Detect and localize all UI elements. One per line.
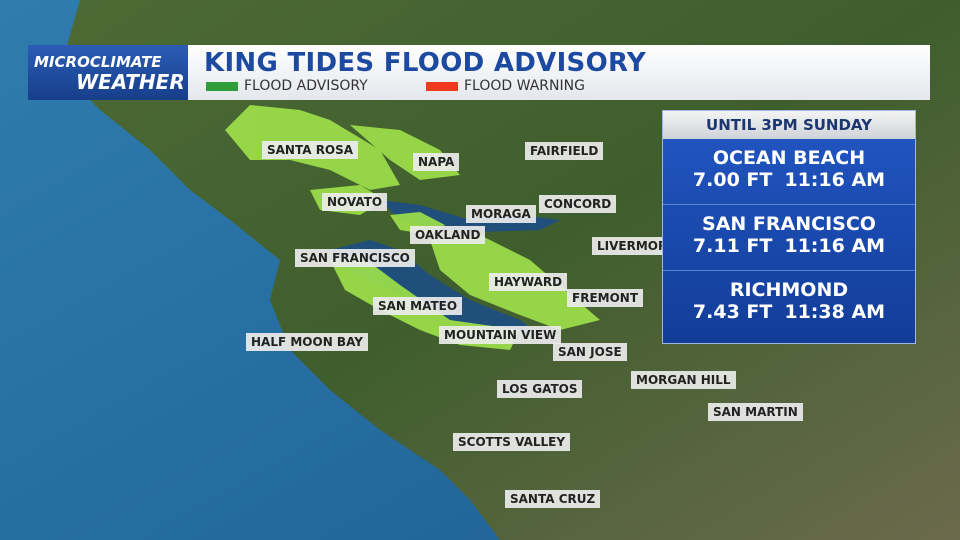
city-label: FREMONT: [567, 289, 644, 307]
badge-line: WEATHER: [76, 70, 185, 94]
city-label: SANTA CRUZ: [505, 490, 601, 508]
title: KING TIDES FLOOD ADVISORY: [204, 48, 646, 78]
panel-row: SAN FRANCISCO 7.11 FT 11:16 AM: [663, 205, 915, 271]
city-label: HAYWARD: [489, 273, 568, 291]
legend-label: FLOOD ADVISORY: [244, 78, 368, 94]
panel-title: UNTIL 3PM SUNDAY: [663, 111, 915, 139]
header-bar: KING TIDES FLOOD ADVISORY FLOOD ADVISORY…: [188, 45, 930, 100]
city-label: CONCORD: [539, 195, 617, 213]
city-label: HALF MOON BAY: [246, 333, 368, 351]
city-label: MOUNTAIN VIEW: [439, 326, 562, 344]
station-name: OCEAN BEACH: [712, 147, 866, 169]
tide-height: 7.00 FT: [692, 169, 773, 191]
tide-time: 11:38 AM: [784, 301, 886, 323]
legend-swatch: [206, 81, 238, 91]
city-label: LIVERMORE: [592, 237, 681, 255]
brand-badge: MICROCLIMATE WEATHER: [28, 45, 188, 100]
panel-row: OCEAN BEACH 7.00 FT 11:16 AM: [663, 139, 915, 205]
city-label: OAKLAND: [410, 226, 486, 244]
tide-value: 7.11 FT 11:16 AM: [663, 235, 915, 257]
city-label: SANTA ROSA: [262, 141, 359, 159]
city-label: SCOTTS VALLEY: [453, 433, 571, 451]
city-label: SAN JOSE: [553, 343, 627, 361]
panel-row: RICHMOND 7.43 FT 11:38 AM: [663, 271, 915, 336]
panel-rows: OCEAN BEACH 7.00 FT 11:16 AM SAN FRANCISCO 7…: [663, 139, 915, 336]
tide-time: 11:16 AM: [784, 235, 886, 257]
city-label: MORGAN HILL: [631, 371, 736, 389]
legend-label: FLOOD WARNING: [464, 78, 585, 94]
city-label: LOS GATOS: [497, 380, 583, 398]
station-name: RICHMOND: [729, 279, 849, 301]
city-label: MORAGA: [466, 205, 536, 223]
legend-item: FLOOD WARNING: [426, 78, 585, 94]
tide-value: 7.43 FT 11:38 AM: [663, 301, 915, 323]
city-label: SAN FRANCISCO: [295, 249, 415, 267]
tide-height: 7.43 FT: [692, 301, 773, 323]
city-label: SAN MATEO: [373, 297, 463, 315]
legend-item: FLOOD ADVISORY: [206, 78, 368, 94]
city-label: SAN MARTIN: [708, 403, 803, 421]
legend-swatch: [426, 81, 458, 91]
tide-panel: UNTIL 3PM SUNDAY OCEAN BEACH 7.00 FT 11:16…: [662, 110, 916, 344]
city-label: FAIRFIELD: [525, 142, 604, 160]
badge-line: MICROCLIMATE: [34, 53, 162, 71]
tide-time: 11:16 AM: [784, 169, 886, 191]
city-label: NOVATO: [322, 193, 388, 211]
tide-value: 7.00 FT 11:16 AM: [663, 169, 915, 191]
city-label: NAPA: [413, 153, 460, 171]
station-name: SAN FRANCISCO: [702, 213, 876, 235]
tide-height: 7.11 FT: [692, 235, 773, 257]
